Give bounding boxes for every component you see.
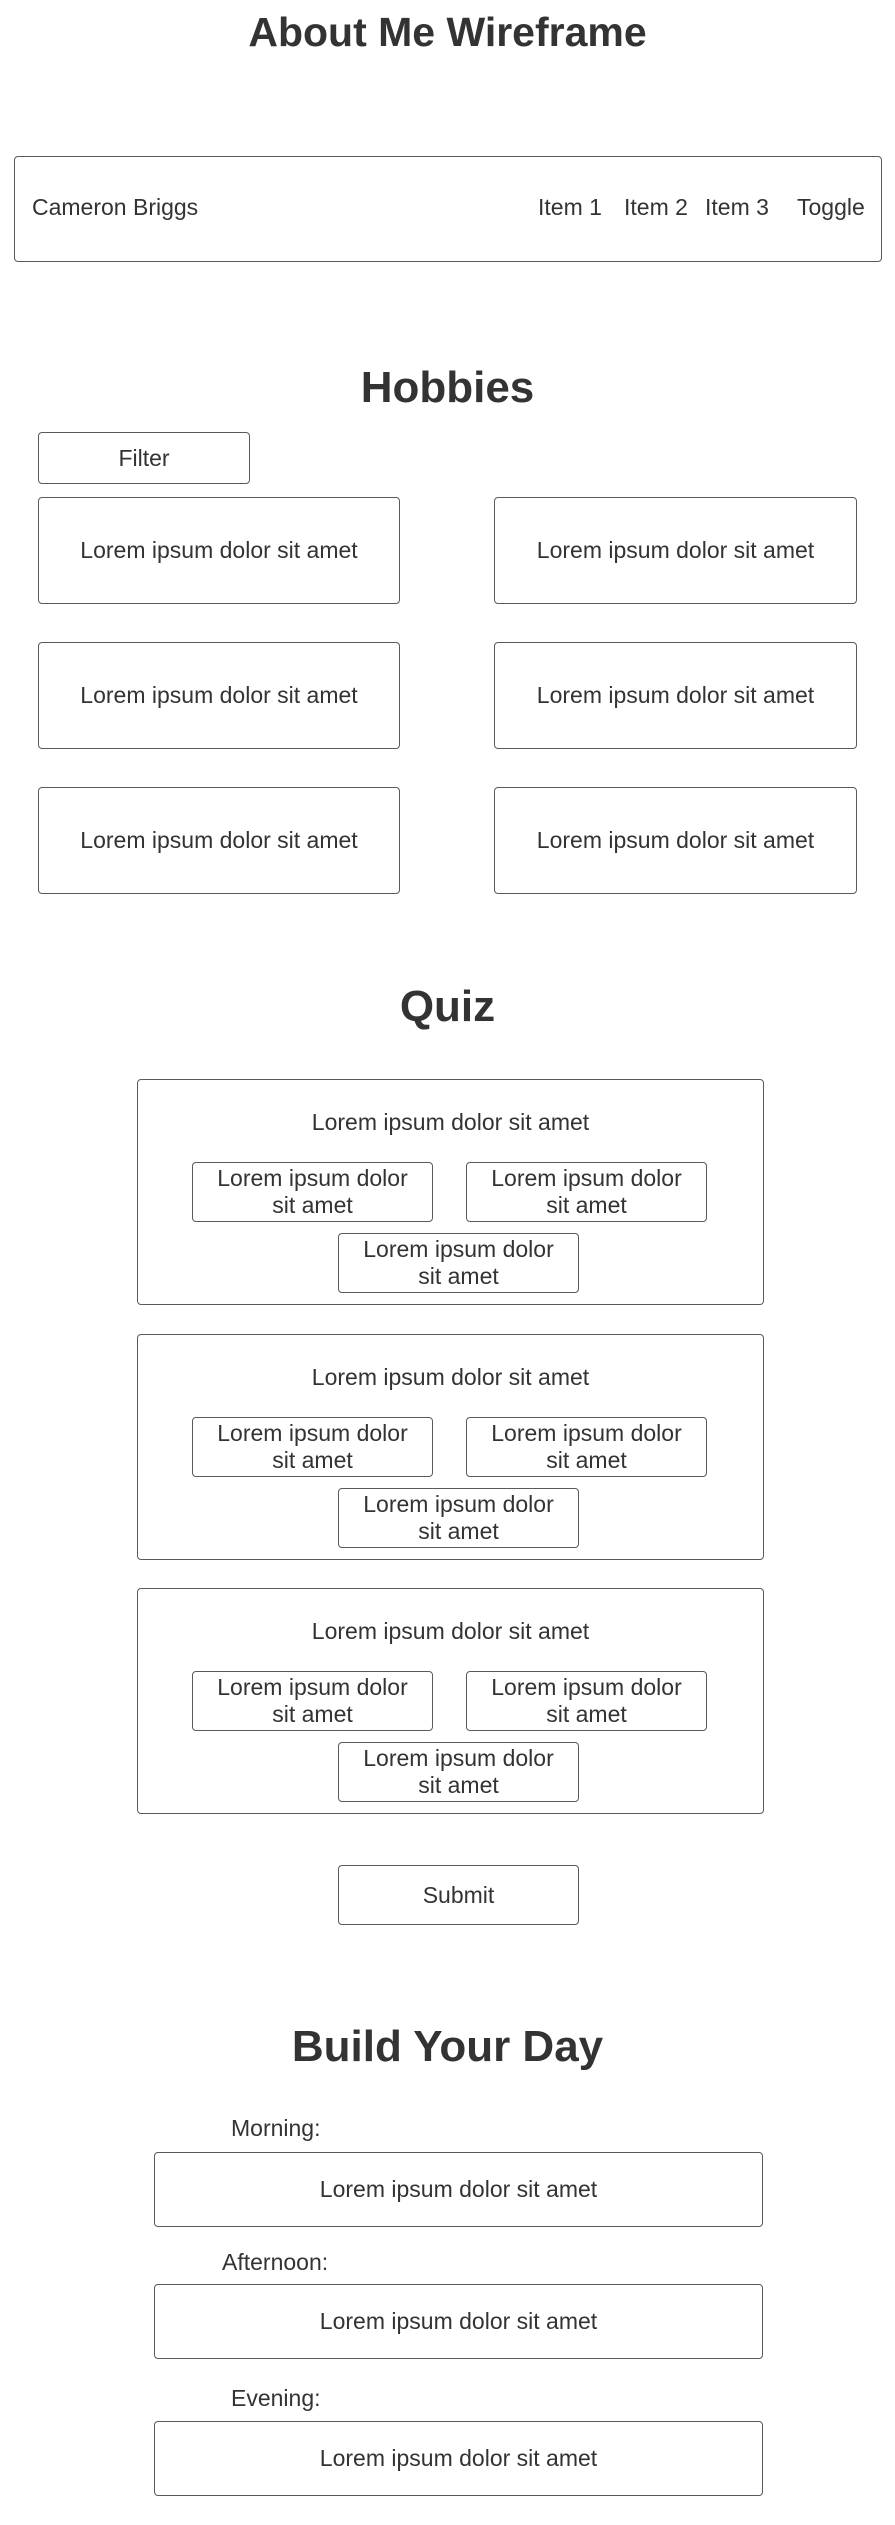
- navbar: [14, 156, 882, 262]
- quiz-option[interactable]: Lorem ipsum dolor sit amet: [466, 1162, 707, 1222]
- submit-button[interactable]: Submit: [338, 1865, 579, 1925]
- quiz-question-text: Lorem ipsum dolor sit amet: [311, 1618, 590, 1644]
- hobby-card[interactable]: Lorem ipsum dolor sit amet: [38, 497, 400, 604]
- quiz-question-text: Lorem ipsum dolor sit amet: [311, 1364, 590, 1390]
- build-day-title: Build Your Day: [291, 2022, 604, 2071]
- nav-brand[interactable]: Cameron Briggs: [32, 194, 199, 220]
- quiz-question-text: Lorem ipsum dolor sit amet: [311, 1109, 590, 1135]
- quiz-option[interactable]: Lorem ipsum dolor sit amet: [338, 1488, 579, 1548]
- hobby-card[interactable]: Lorem ipsum dolor sit amet: [494, 497, 857, 604]
- hobbies-title: Hobbies: [360, 363, 535, 412]
- quiz-title: Quiz: [399, 982, 496, 1031]
- quiz-option[interactable]: Lorem ipsum dolor sit amet: [192, 1671, 433, 1731]
- quiz-option[interactable]: Lorem ipsum dolor sit amet: [466, 1417, 707, 1477]
- quiz-option[interactable]: Lorem ipsum dolor sit amet: [466, 1671, 707, 1731]
- nav-item-3[interactable]: Item 3: [705, 194, 769, 220]
- quiz-option[interactable]: Lorem ipsum dolor sit amet: [338, 1742, 579, 1802]
- filter-button[interactable]: Filter: [38, 432, 250, 484]
- hobby-card[interactable]: Lorem ipsum dolor sit amet: [38, 642, 400, 749]
- nav-item-1[interactable]: Item 1: [538, 194, 602, 220]
- evening-slot[interactable]: Lorem ipsum dolor sit amet: [154, 2421, 763, 2496]
- quiz-option[interactable]: Lorem ipsum dolor sit amet: [338, 1233, 579, 1293]
- hobby-card[interactable]: Lorem ipsum dolor sit amet: [494, 642, 857, 749]
- nav-toggle[interactable]: Toggle: [797, 194, 865, 220]
- quiz-option[interactable]: Lorem ipsum dolor sit amet: [192, 1417, 433, 1477]
- morning-slot[interactable]: Lorem ipsum dolor sit amet: [154, 2152, 763, 2227]
- hobby-card[interactable]: Lorem ipsum dolor sit amet: [38, 787, 400, 894]
- nav-item-2[interactable]: Item 2: [624, 194, 688, 220]
- hobby-card[interactable]: Lorem ipsum dolor sit amet: [494, 787, 857, 894]
- morning-label: Morning:: [231, 2115, 321, 2141]
- quiz-option[interactable]: Lorem ipsum dolor sit amet: [192, 1162, 433, 1222]
- afternoon-slot[interactable]: Lorem ipsum dolor sit amet: [154, 2284, 763, 2359]
- evening-label: Evening:: [231, 2385, 321, 2411]
- page-title: About Me Wireframe: [248, 9, 647, 55]
- afternoon-label: Afternoon:: [222, 2249, 329, 2275]
